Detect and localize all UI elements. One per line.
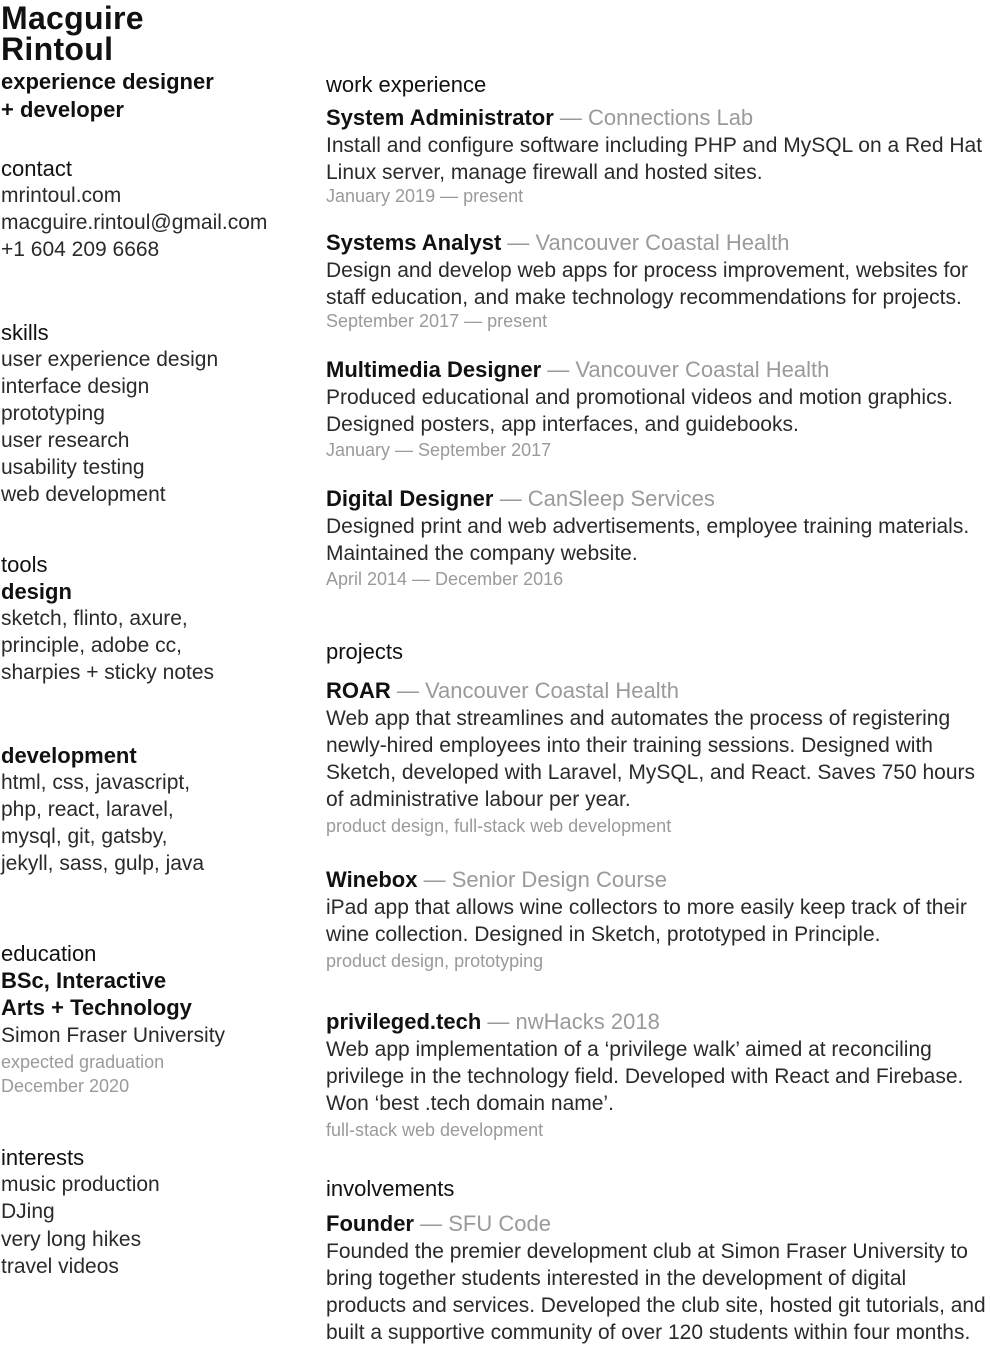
education-note-line-2: December 2020 [1, 1076, 130, 1096]
role-line-2: + developer [1, 97, 124, 122]
education-degree-line-2: Arts + Technology [1, 995, 192, 1020]
tools-development-line: mysql, git, gatsby, [1, 825, 168, 848]
job-title-row: Digital Designer — CanSleep Services [326, 486, 715, 511]
tools-heading: tools [1, 552, 48, 577]
job-org: Connections Lab [588, 105, 754, 130]
job-desc-line: Designed posters, app interfaces, and gu… [326, 413, 799, 436]
job-desc-line: Design and develop web apps for process … [326, 259, 968, 282]
job-dates: January 2019 — present [326, 186, 524, 206]
job-title-row: Multimedia Designer — Vancouver Coastal … [326, 357, 830, 382]
tools-development-line: jekyll, sass, gulp, java [1, 852, 205, 875]
job-desc-line: Produced educational and promotional vid… [326, 386, 953, 409]
tools-development-line: html, css, javascript, [1, 771, 191, 794]
tools-development-line: php, react, laravel, [1, 798, 174, 821]
project-title-row: Winebox — Senior Design Course [326, 867, 667, 892]
skill-item: user research [1, 429, 130, 452]
job-title: Digital Designer [326, 486, 494, 511]
job-org: CanSleep Services [527, 486, 715, 511]
project-org: nwHacks 2018 [515, 1009, 660, 1034]
tools-design-line: sketch, flinto, axure, [1, 607, 188, 630]
involvement-title-row: Founder — SFU Code [326, 1211, 551, 1236]
job-desc-line: staff education, and make technology rec… [326, 286, 962, 309]
project-tags: full-stack web development [326, 1120, 544, 1140]
involvements-heading: involvements [326, 1176, 455, 1201]
contact-heading: contact [1, 156, 72, 181]
involvement-desc-line: built a supportive community of over 120… [326, 1321, 971, 1344]
project-title: ROAR [326, 678, 391, 703]
skill-item: web development [1, 483, 166, 506]
tools-design-heading: design [1, 579, 72, 604]
job-desc-line: Designed print and web advertisements, e… [326, 515, 970, 538]
job-org: Vancouver Coastal Health [575, 357, 830, 382]
contact-email-link[interactable]: macguire.rintoul@gmail.com [1, 211, 268, 234]
interest-item: very long hikes [1, 1228, 142, 1251]
project-title-row: privileged.tech — nwHacks 2018 [326, 1009, 660, 1034]
work-heading: work experience [326, 72, 487, 97]
education-degree-line-1: BSc, Interactive [1, 968, 167, 993]
contact-phone: +1 604 209 6668 [1, 238, 160, 261]
role-line-1: experience designer [1, 69, 214, 94]
tools-design-line: sharpies + sticky notes [1, 661, 215, 684]
education-school: Simon Fraser University [1, 1024, 226, 1047]
skills-heading: skills [1, 320, 49, 345]
project-tags: product design, prototyping [326, 951, 544, 971]
involvement-org: SFU Code [448, 1211, 551, 1236]
job-desc-line: Maintained the company website. [326, 542, 638, 565]
job-dates: January — September 2017 [326, 440, 552, 460]
project-org: Vancouver Coastal Health [425, 678, 679, 703]
project-title-row: ROAR — Vancouver Coastal Health [326, 678, 679, 703]
job-title: Multimedia Designer [326, 357, 542, 382]
project-desc-line: Sketch, developed with Laravel, MySQL, a… [326, 761, 976, 784]
projects-heading: projects [326, 639, 404, 664]
education-heading: education [1, 941, 97, 966]
job-title-row: Systems Analyst — Vancouver Coastal Heal… [326, 230, 790, 255]
interest-item: music production [1, 1173, 160, 1196]
education-note-line-1: expected graduation [1, 1052, 165, 1072]
project-org: Senior Design Course [451, 867, 667, 892]
project-tags: product design, full-stack web developme… [326, 816, 672, 836]
job-title-row: System Administrator — Connections Lab [326, 105, 754, 130]
project-desc-line: wine collection. Designed in Sketch, pro… [326, 923, 881, 946]
involvement-title: Founder [326, 1211, 414, 1236]
job-desc-line: Linux server, manage firewall and hosted… [326, 161, 763, 184]
project-desc-line: Won ‘best .tech domain name’. [326, 1092, 614, 1115]
project-desc-line: privilege in the technology field. Devel… [326, 1065, 964, 1088]
interests-heading: interests [1, 1145, 85, 1170]
involvement-desc-line: products and services. Developed the clu… [326, 1294, 986, 1317]
job-dates: September 2017 — present [326, 311, 548, 331]
project-desc-line: of administrative labour per year. [326, 788, 631, 811]
interest-item: travel videos [1, 1255, 119, 1278]
name-first: Macguire [1, 0, 144, 36]
tools-design-line: principle, adobe cc, [1, 634, 182, 657]
project-desc-line: Web app implementation of a ‘privilege w… [326, 1038, 932, 1061]
project-title: privileged.tech [326, 1009, 482, 1034]
job-title: Systems Analyst [326, 230, 502, 255]
skill-item: usability testing [1, 456, 145, 479]
skill-item: user experience design [1, 348, 219, 371]
name-last: Rintoul [1, 31, 114, 67]
job-desc-line: Install and configure software including… [326, 134, 983, 157]
project-desc-line: iPad app that allows wine collectors to … [326, 896, 967, 919]
skill-item: interface design [1, 375, 150, 398]
project-desc-line: newly-hired employees into their trainin… [326, 734, 933, 757]
contact-website-link[interactable]: mrintoul.com [1, 184, 122, 207]
tools-development-heading: development [1, 743, 137, 768]
project-desc-line: Web app that streamlines and automates t… [326, 707, 951, 730]
involvement-desc-line: bring together students interested in th… [326, 1267, 907, 1290]
job-dates: April 2014 — December 2016 [326, 569, 564, 589]
skill-item: prototyping [1, 402, 105, 425]
job-org: Vancouver Coastal Health [535, 230, 790, 255]
interest-item: DJing [1, 1200, 55, 1223]
job-title: System Administrator [326, 105, 554, 130]
involvement-desc-line: Founded the premier development club at … [326, 1240, 968, 1263]
project-title: Winebox [326, 867, 418, 892]
